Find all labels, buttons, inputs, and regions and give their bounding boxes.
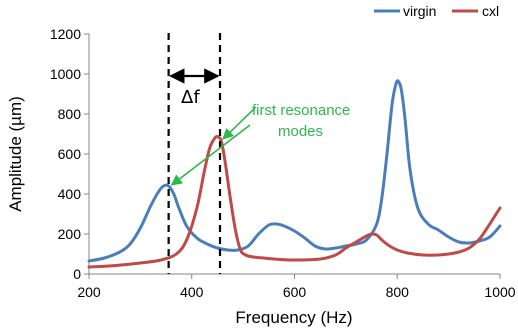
series-line-virgin: [87, 79, 502, 263]
annotation-layer: [167, 33, 256, 274]
resonance-arrow-2: [222, 107, 256, 140]
resonance-arrow-1: [170, 124, 251, 186]
y-tick-label: 200: [58, 226, 82, 242]
x-tick-label: 800: [386, 284, 410, 300]
axes: 0 200 400 600 800 1000 1200 200 400 600 800 1000: [50, 26, 516, 300]
legend-label-cxl: cxl: [482, 3, 499, 19]
legend-label-virgin: virgin: [403, 3, 436, 19]
delta-f-label: Δf: [181, 87, 200, 108]
y-tick-label: 1000: [50, 66, 81, 82]
y-axis-label: Amplitude (µm): [6, 96, 25, 212]
y-tick-label: 1200: [50, 26, 81, 42]
x-axis-label: Frequency (Hz): [235, 308, 352, 327]
series-layer: [87, 79, 502, 269]
y-tick-label: 600: [58, 146, 82, 162]
legend: virgin cxl: [374, 3, 499, 19]
x-tick-label: 200: [77, 284, 101, 300]
resonance-label-line2: modes: [278, 123, 323, 140]
x-tick-label: 1000: [484, 284, 515, 300]
y-tick-label: 800: [58, 106, 82, 122]
resonance-label-line1: first resonance: [252, 102, 350, 119]
x-tick-label: 600: [283, 284, 307, 300]
y-tick-label: 0: [73, 266, 81, 282]
x-tick-label: 400: [180, 284, 204, 300]
series-line-cxl: [87, 135, 502, 269]
y-tick-label: 400: [58, 186, 82, 202]
